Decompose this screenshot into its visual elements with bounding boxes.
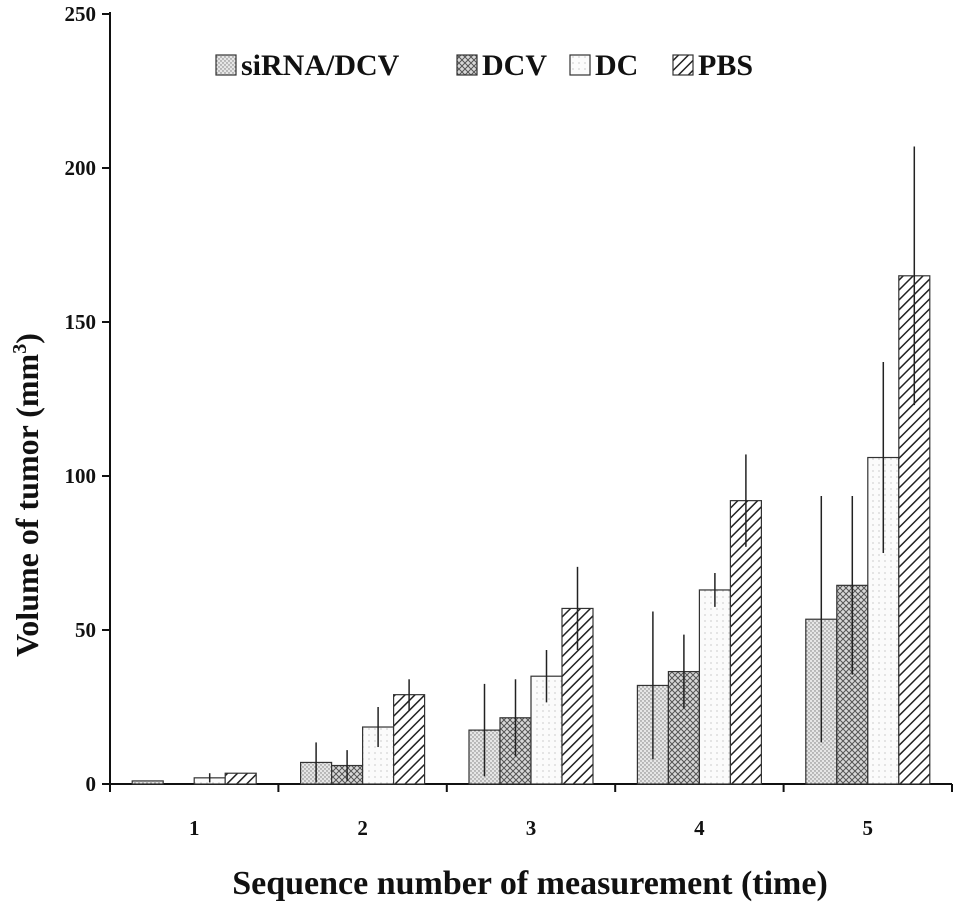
- x-tick-label: 1: [189, 816, 200, 840]
- x-axis-title: Sequence number of measurement (time): [232, 865, 828, 902]
- legend-swatch: [569, 54, 591, 76]
- y-axis-title: Volume of tumor (mm3): [9, 333, 45, 657]
- legend-swatch: [672, 54, 694, 76]
- bar-dc-4: [698, 589, 732, 785]
- legend-swatch: [215, 54, 237, 76]
- y-ticks: 0 50 100 150 200 250: [65, 2, 110, 796]
- legend-label: DCV: [482, 49, 547, 82]
- y-tick-label: 250: [65, 2, 97, 26]
- x-tick-label: 2: [357, 816, 368, 840]
- error-bars: [208, 146, 916, 783]
- y-tick-label: 100: [65, 464, 97, 488]
- legend-label: DC: [595, 49, 638, 82]
- bars: [131, 275, 931, 785]
- bar-pbs-1: [224, 772, 257, 785]
- y-tick-label: 200: [65, 156, 97, 180]
- x-ticks: 1 2 3 4 5: [109, 784, 953, 840]
- legend-label: siRNA/DCV: [241, 49, 400, 82]
- legend-label: PBS: [698, 49, 753, 82]
- legend: siRNA/DCV DCV DC PBS: [215, 49, 753, 82]
- legend-swatch: [456, 54, 478, 76]
- y-tick-label: 50: [75, 618, 96, 642]
- x-tick-label: 5: [863, 816, 874, 840]
- y-tick-label: 0: [86, 772, 97, 796]
- x-tick-label: 3: [526, 816, 537, 840]
- bar-pbs-4: [729, 500, 763, 785]
- x-tick-label: 4: [694, 816, 705, 840]
- y-tick-label: 150: [65, 310, 97, 334]
- bar-sirna-dcv-1: [131, 780, 164, 785]
- bar-dc-3: [530, 675, 563, 785]
